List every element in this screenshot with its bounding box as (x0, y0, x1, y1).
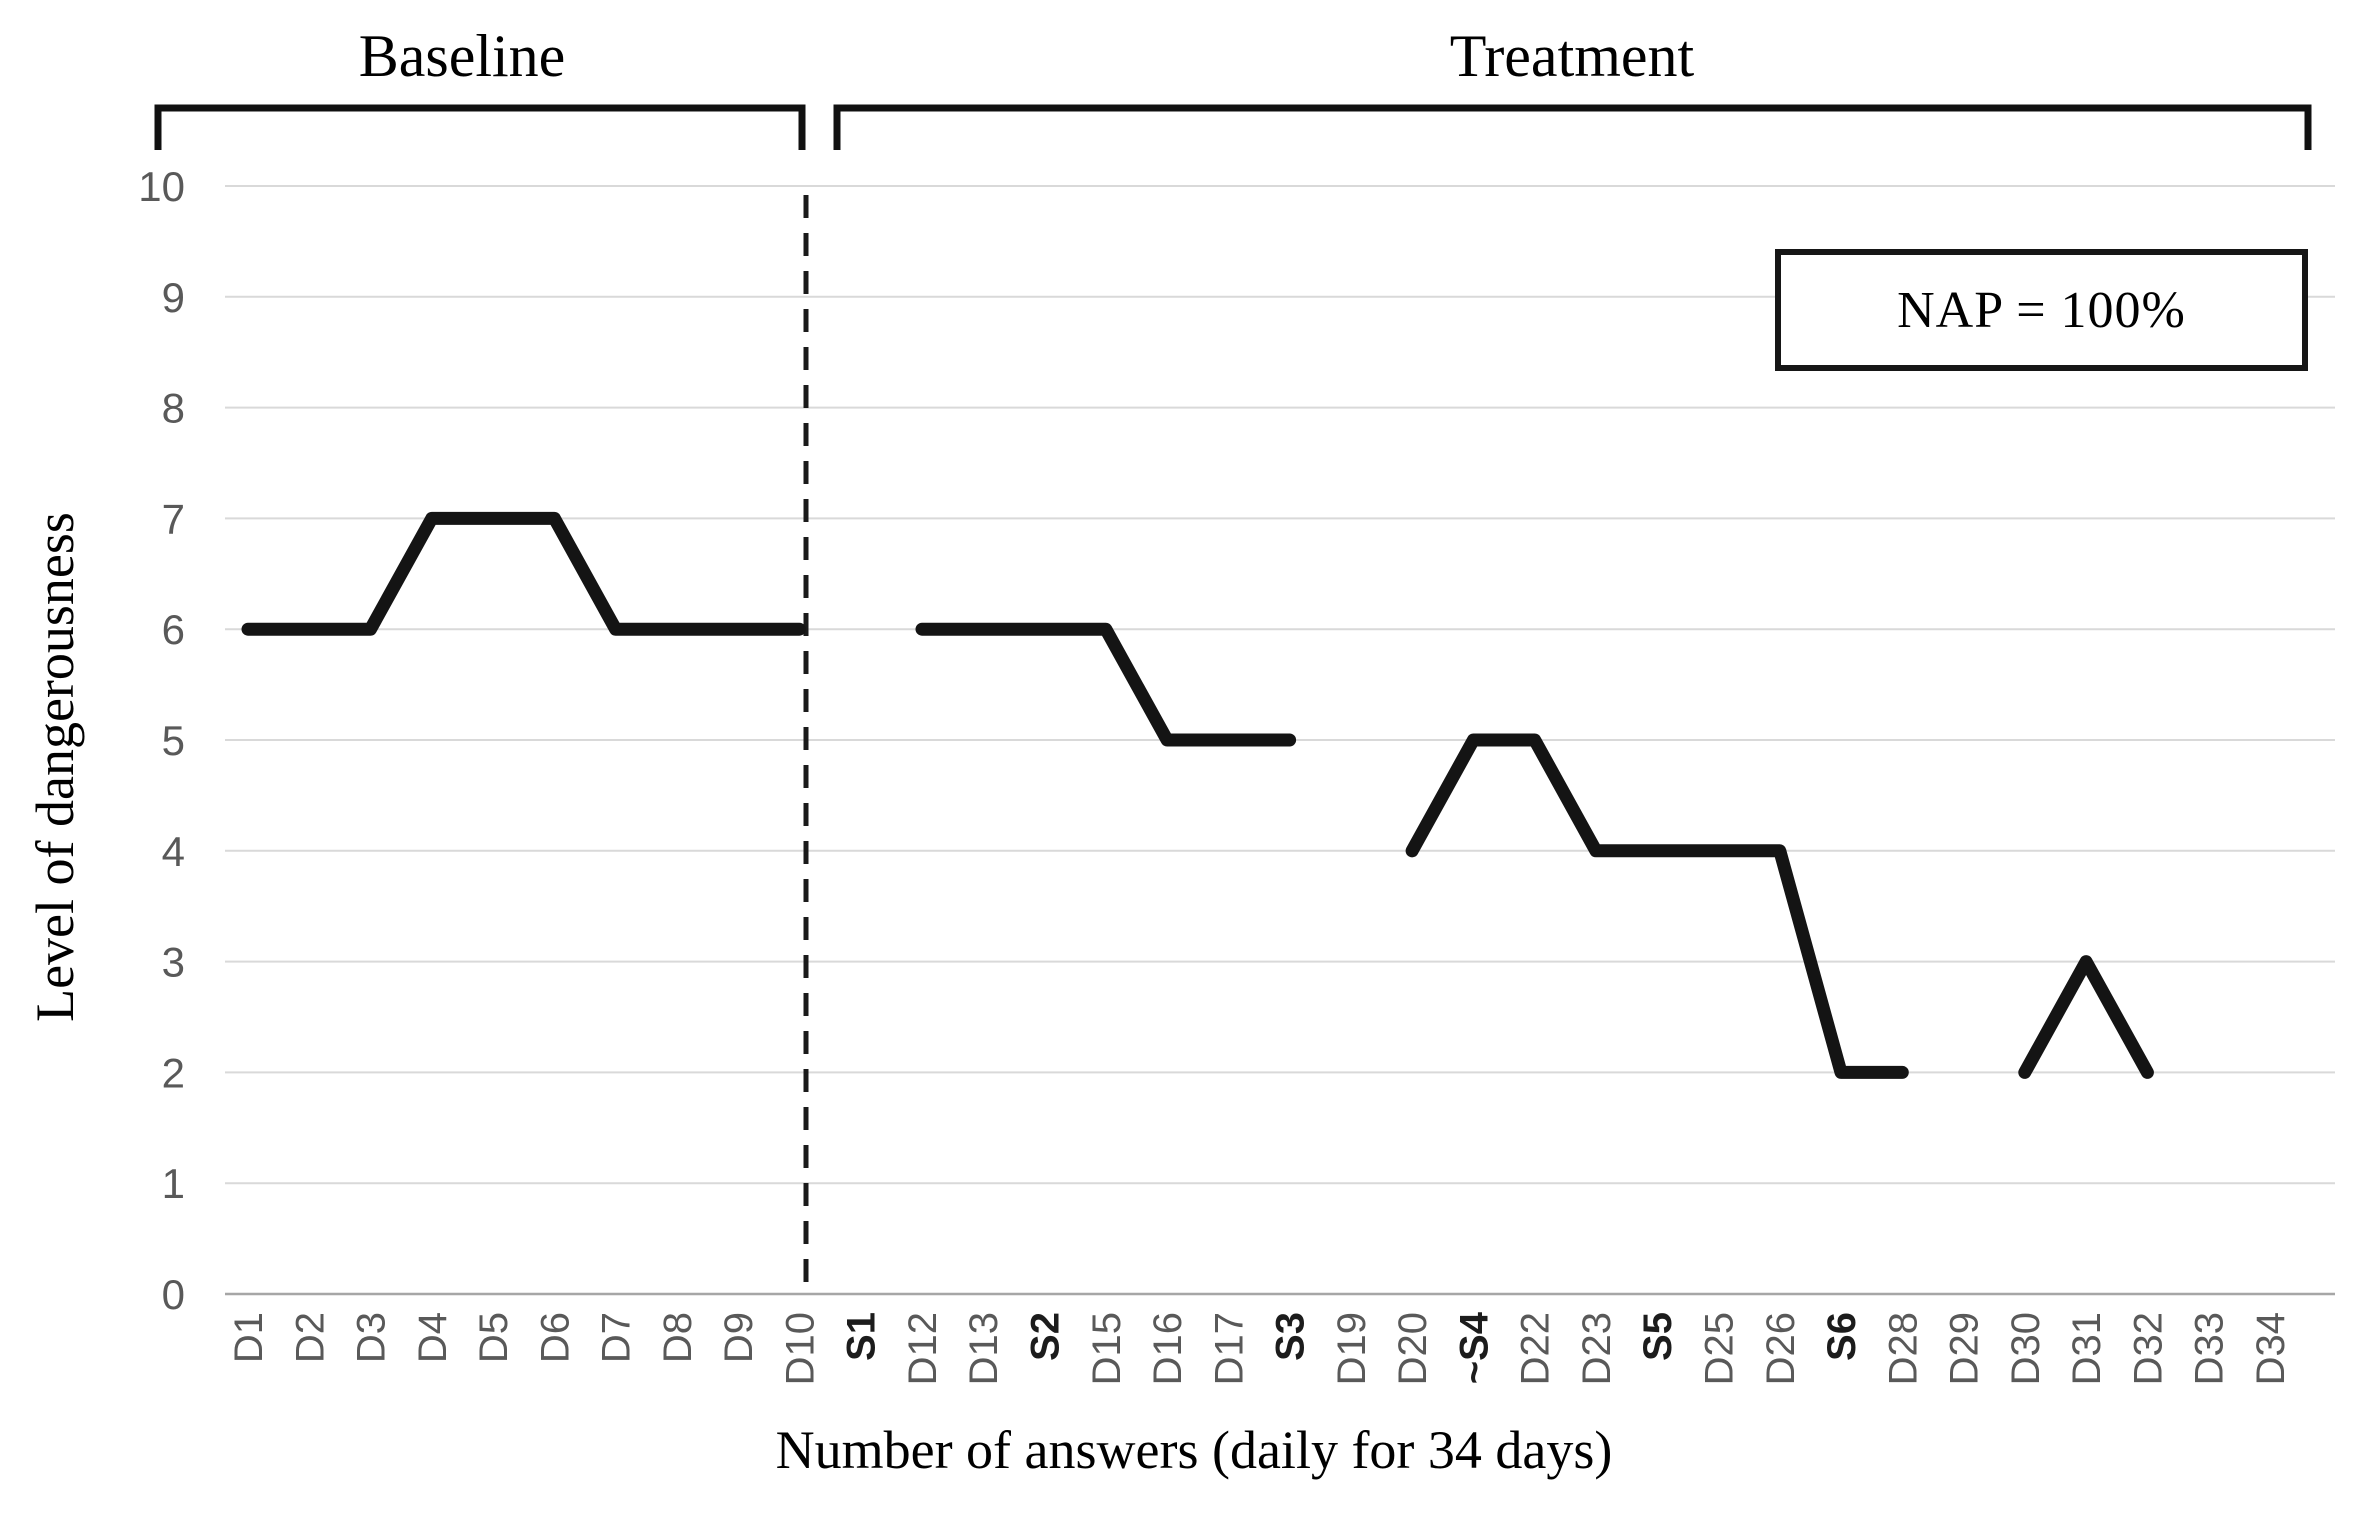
x-tick-label: D1 (227, 1312, 271, 1363)
x-tick-label: D30 (2004, 1312, 2048, 1385)
y-tick-label: 3 (162, 939, 185, 986)
data-line-segment (1405, 733, 1909, 1079)
x-tick-label: D12 (901, 1312, 945, 1385)
data-line-segment (2018, 955, 2154, 1079)
x-tick-label: D29 (1943, 1312, 1987, 1385)
x-tick-label: D13 (962, 1312, 1006, 1385)
x-tick-label: D2 (288, 1312, 332, 1363)
baseline-phase-bracket (154, 104, 806, 150)
x-tick-label: D19 (1330, 1312, 1374, 1385)
y-tick-label: 10 (138, 163, 185, 210)
y-tick-label: 9 (162, 274, 185, 321)
x-tick-label: D9 (717, 1312, 761, 1363)
x-tick-label: D5 (472, 1312, 516, 1363)
y-tick-label: 1 (162, 1160, 185, 1207)
nap-annotation-text: NAP = 100% (1897, 281, 2186, 339)
x-tick-label: D16 (1146, 1312, 1190, 1385)
treatment-phase-bracket (833, 104, 2312, 150)
y-axis-title: Level of dangerousness (25, 512, 85, 1022)
x-axis-title: Number of answers (daily for 34 days) (775, 1420, 1613, 1480)
x-tick-label-session: S5 (1636, 1312, 1680, 1361)
y-tick-label: 4 (162, 828, 185, 875)
data-line-segment (241, 511, 806, 636)
nap-annotation-box: NAP = 100% (1775, 249, 2308, 371)
x-tick-label-session: S1 (840, 1312, 884, 1361)
x-tick-label: D31 (2065, 1312, 2109, 1385)
x-tick-label: D15 (1085, 1312, 1129, 1385)
x-tick-label: D17 (1207, 1312, 1251, 1385)
y-tick-label: 7 (162, 495, 185, 542)
y-tick-label: 5 (162, 717, 185, 764)
x-tick-label: D6 (533, 1312, 577, 1363)
y-tick-label: 8 (162, 385, 185, 432)
x-tick-label: D23 (1575, 1312, 1619, 1385)
x-tick-label-session: S3 (1269, 1312, 1313, 1361)
x-tick-label: D8 (656, 1312, 700, 1363)
y-tick-label: 6 (162, 606, 185, 653)
phase-label-treatment: Treatment (1449, 23, 1695, 89)
x-tick-label: D7 (595, 1312, 639, 1363)
y-tick-label: 2 (162, 1049, 185, 1096)
x-tick-label: D26 (1759, 1312, 1803, 1385)
x-tick-label: D25 (1697, 1312, 1741, 1385)
x-tick-label: D10 (778, 1312, 822, 1385)
x-tick-label: D28 (1881, 1312, 1925, 1385)
x-tick-label: D4 (411, 1312, 455, 1363)
x-tick-label-session: ~S4 (1452, 1311, 1496, 1384)
data-line-segment (915, 622, 1297, 747)
x-tick-label: D34 (2249, 1312, 2293, 1385)
x-tick-label: D22 (1514, 1312, 1558, 1385)
x-tick-label: D32 (2126, 1312, 2170, 1385)
x-tick-label-session: S6 (1820, 1312, 1864, 1361)
x-tick-label-session: S2 (1024, 1312, 1068, 1361)
x-tick-label: D20 (1391, 1312, 1435, 1385)
y-tick-label: 0 (162, 1271, 185, 1318)
x-tick-label: D33 (2188, 1312, 2232, 1385)
x-tick-label: D3 (350, 1312, 394, 1363)
phase-label-baseline: Baseline (358, 23, 566, 89)
